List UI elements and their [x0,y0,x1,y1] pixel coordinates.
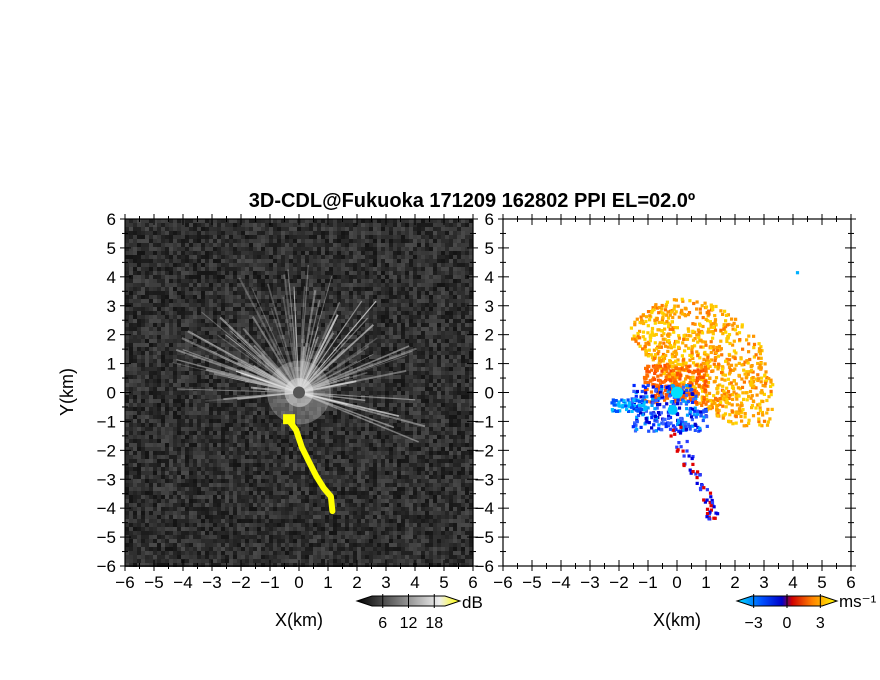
left-ytick-label: 5 [107,239,116,258]
right-ytick-label: 1 [485,355,494,374]
right-xtick-label: 0 [672,573,681,592]
left-ytick-label: −2 [97,441,116,460]
left-xtick-label: 6 [468,573,477,592]
reflectivity-colorbar-unit: dB [462,593,483,612]
reflectivity-noise [125,219,473,567]
radar-site [671,386,683,399]
left-ytick-label: −1 [97,412,116,431]
left-xtick-label: 3 [381,573,390,592]
right-ytick-label: −6 [475,557,494,576]
y-axis-label: Y(km) [57,368,77,416]
left-xtick-label: −3 [202,573,221,592]
reflectivity-colorbar-tick: 6 [378,615,387,632]
left-ytick-label: 6 [107,210,116,229]
right-xtick-label: −5 [522,573,541,592]
velocity-panel: −6 −5 −4 −3 −2 −1 0 1 2 3 4 5 6 6 5 4 3 2 1 0 −1 −2 −3 −4 −5 −6 [475,210,856,592]
left-xtick-label: −4 [173,573,192,592]
left-xtick-label: 1 [323,573,332,592]
right-ytick-label: 2 [485,326,494,345]
velocity-colorbar: ms⁻¹ −3 0 3 [735,592,877,632]
right-xtick-label: 6 [846,573,855,592]
right-xtick-label: 1 [701,573,710,592]
left-xtick-label: 2 [352,573,361,592]
velocity-colorbar-tick: −3 [745,615,763,632]
radar-center-left [293,386,305,399]
right-xtick-label: −2 [609,573,628,592]
left-xtick-label: 5 [439,573,448,592]
chart-title: 3D-CDL@Fukuoka 171209 162802 PPI EL=02.0… [249,190,695,212]
left-ytick-label: −4 [97,499,116,518]
velocity-colorbar-tick: 0 [783,615,792,632]
left-xtick-label: 0 [294,573,303,592]
left-ytick-label: 3 [107,297,116,316]
right-ytick-label: −2 [475,441,494,460]
radar-site-echo [667,404,678,415]
reflectivity-colorbar-tick: 12 [400,615,418,632]
right-ticks [498,214,856,571]
left-xtick-label: −5 [144,573,163,592]
left-ytick-label: −5 [97,528,116,547]
left-xtick-label: −2 [231,573,250,592]
right-xtick-label: −4 [551,573,570,592]
left-ytick-label: −6 [97,557,116,576]
reflectivity-colorbar: dB 6 12 18 [355,593,483,632]
left-ytick-label: −3 [97,470,116,489]
left-ytick-label: 1 [107,355,116,374]
right-ytick-label: 0 [485,384,494,403]
yellow-band [283,414,336,515]
left-ytick-label: 4 [107,268,116,287]
reflectivity-colorbar-tick: 18 [425,615,443,632]
reflectivity-spokes [172,264,426,443]
right-xtick-label: 3 [759,573,768,592]
left-ytick-label: 0 [107,384,116,403]
right-ytick-label: −1 [475,412,494,431]
right-xtick-label: −6 [493,573,512,592]
left-ticks [120,214,478,571]
right-x-axis-label: X(km) [653,610,701,630]
right-ytick-label: −4 [475,499,494,518]
right-xtick-label: 5 [817,573,826,592]
right-ytick-label: 4 [485,268,494,287]
left-x-axis-label: X(km) [275,610,323,630]
right-ytick-label: 3 [485,297,494,316]
right-ytick-label: 6 [485,210,494,229]
velocity-pixels [610,271,800,521]
left-xtick-label: 4 [410,573,419,592]
left-ytick-label: 2 [107,326,116,345]
right-ytick-label: 5 [485,239,494,258]
velocity-colorbar-tick: 3 [816,615,825,632]
right-xtick-label: 2 [730,573,739,592]
right-ytick-label: −5 [475,528,494,547]
velocity-colorbar-unit: ms⁻¹ [839,592,877,611]
right-xtick-label: −3 [580,573,599,592]
right-xtick-label: −1 [638,573,657,592]
right-xtick-label: 4 [788,573,797,592]
left-xtick-label: −1 [260,573,279,592]
reflectivity-panel: −6 −5 −4 −3 −2 −1 0 1 2 3 4 5 6 6 5 4 3 2 1 0 −1 −2 −3 −4 −5 −6 [97,210,478,592]
right-ytick-label: −3 [475,470,494,489]
left-xtick-label: −6 [115,573,134,592]
